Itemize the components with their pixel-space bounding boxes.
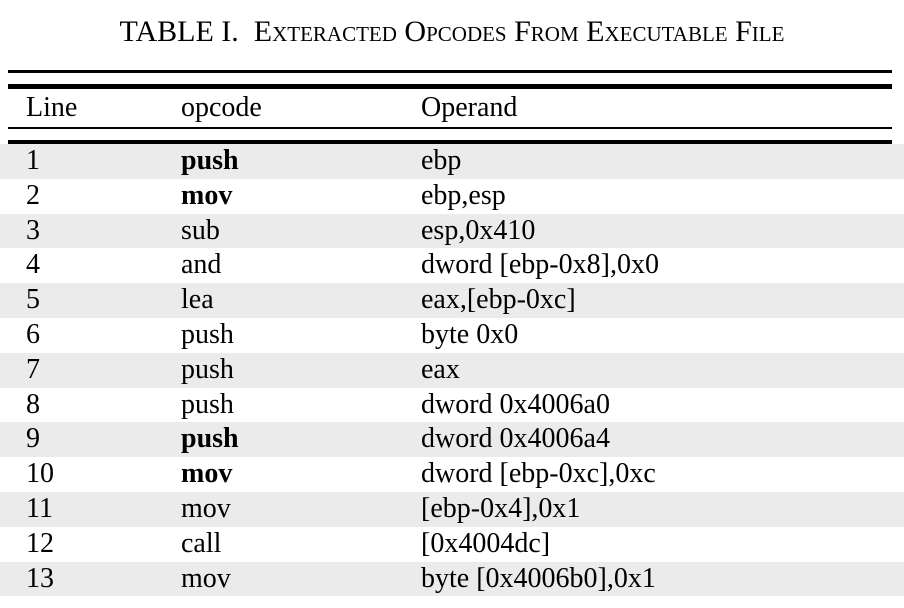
cell-line: 5 bbox=[26, 284, 40, 316]
cell-line: 4 bbox=[26, 249, 40, 281]
cell-operand: dword 0x4006a0 bbox=[421, 388, 610, 420]
cell-operand: dword [ebp-0xc],0xc bbox=[421, 458, 656, 490]
cell-operand: dword [ebp-0x8],0x0 bbox=[421, 249, 659, 281]
cell-operand: esp,0x410 bbox=[421, 214, 536, 246]
header-rule-thick bbox=[8, 140, 892, 144]
cell-opcode: call bbox=[181, 527, 222, 559]
cell-line: 13 bbox=[26, 562, 54, 594]
table-row: 3 sub esp,0x410 bbox=[0, 213, 904, 249]
cell-opcode: mov bbox=[181, 492, 231, 524]
table-row: 10 mov dword [ebp-0xc],0xc bbox=[0, 457, 904, 492]
cell-opcode: mov bbox=[181, 458, 233, 490]
cell-opcode: lea bbox=[181, 284, 214, 316]
cell-opcode: and bbox=[181, 249, 222, 281]
cell-line: 6 bbox=[26, 318, 40, 350]
cell-operand: [ebp-0x4],0x1 bbox=[421, 492, 581, 524]
cell-line: 8 bbox=[26, 388, 40, 420]
table-row: 4 and dword [ebp-0x8],0x0 bbox=[0, 248, 904, 283]
cell-opcode: push bbox=[181, 423, 239, 455]
header-rule-thin bbox=[8, 127, 892, 129]
cell-opcode: push bbox=[181, 318, 234, 350]
table-row: 12 call [0x4004dc] bbox=[0, 527, 904, 562]
table-row: 8 push dword 0x4006a0 bbox=[0, 388, 904, 423]
top-rule-thick bbox=[8, 84, 892, 89]
cell-operand: byte 0x0 bbox=[421, 318, 519, 350]
cell-line: 2 bbox=[26, 179, 40, 211]
header-line: Line bbox=[26, 92, 78, 123]
cell-operand: [0x4004dc] bbox=[421, 527, 551, 559]
table-label: TABLE I. bbox=[119, 15, 239, 48]
table-title: Exteracted Opcodes From Executable File bbox=[253, 15, 785, 48]
table-row: 7 push eax bbox=[0, 352, 904, 388]
table-row: 11 mov [ebp-0x4],0x1 bbox=[0, 491, 904, 527]
table-caption: TABLE I. Exteracted Opcodes From Executa… bbox=[0, 10, 904, 54]
cell-operand: byte [0x4006b0],0x1 bbox=[421, 562, 656, 594]
table-row: 2 mov ebp,esp bbox=[0, 179, 904, 214]
header-opcode: opcode bbox=[181, 92, 262, 123]
table-body: 1 push ebp 2 mov ebp,esp 3 sub esp,0x410 4 and dwor… bbox=[0, 144, 904, 608]
cell-line: 1 bbox=[26, 145, 40, 176]
table-row: 13 mov byte [0x4006b0],0x1 bbox=[0, 561, 904, 597]
cell-line: 11 bbox=[26, 492, 53, 524]
cell-line: 3 bbox=[26, 214, 40, 246]
table-row: 5 lea eax,[ebp-0xc] bbox=[0, 283, 904, 318]
cell-opcode: push bbox=[181, 388, 234, 420]
cell-opcode: sub bbox=[181, 214, 220, 246]
cell-opcode: mov bbox=[181, 562, 231, 594]
cell-opcode: push bbox=[181, 145, 239, 176]
cell-operand: eax,[ebp-0xc] bbox=[421, 284, 576, 316]
cell-line: 10 bbox=[26, 458, 54, 490]
cell-operand: ebp bbox=[421, 145, 462, 176]
cell-opcode: mov bbox=[181, 179, 233, 211]
cell-line: 9 bbox=[26, 423, 40, 455]
table-row: 1 push ebp bbox=[0, 144, 904, 179]
cell-operand: eax bbox=[421, 353, 460, 385]
top-rule-thin bbox=[8, 70, 892, 73]
cell-operand: dword 0x4006a4 bbox=[421, 423, 610, 455]
header-operand: Operand bbox=[421, 92, 518, 123]
cell-operand: ebp,esp bbox=[421, 179, 506, 211]
table-header-row: Line opcode Operand bbox=[0, 90, 904, 126]
table-row: 6 push byte 0x0 bbox=[0, 318, 904, 353]
cell-opcode: push bbox=[181, 353, 234, 385]
cell-line: 12 bbox=[26, 527, 54, 559]
cell-line: 7 bbox=[26, 353, 40, 385]
table-row: 9 push dword 0x4006a4 bbox=[0, 422, 904, 458]
